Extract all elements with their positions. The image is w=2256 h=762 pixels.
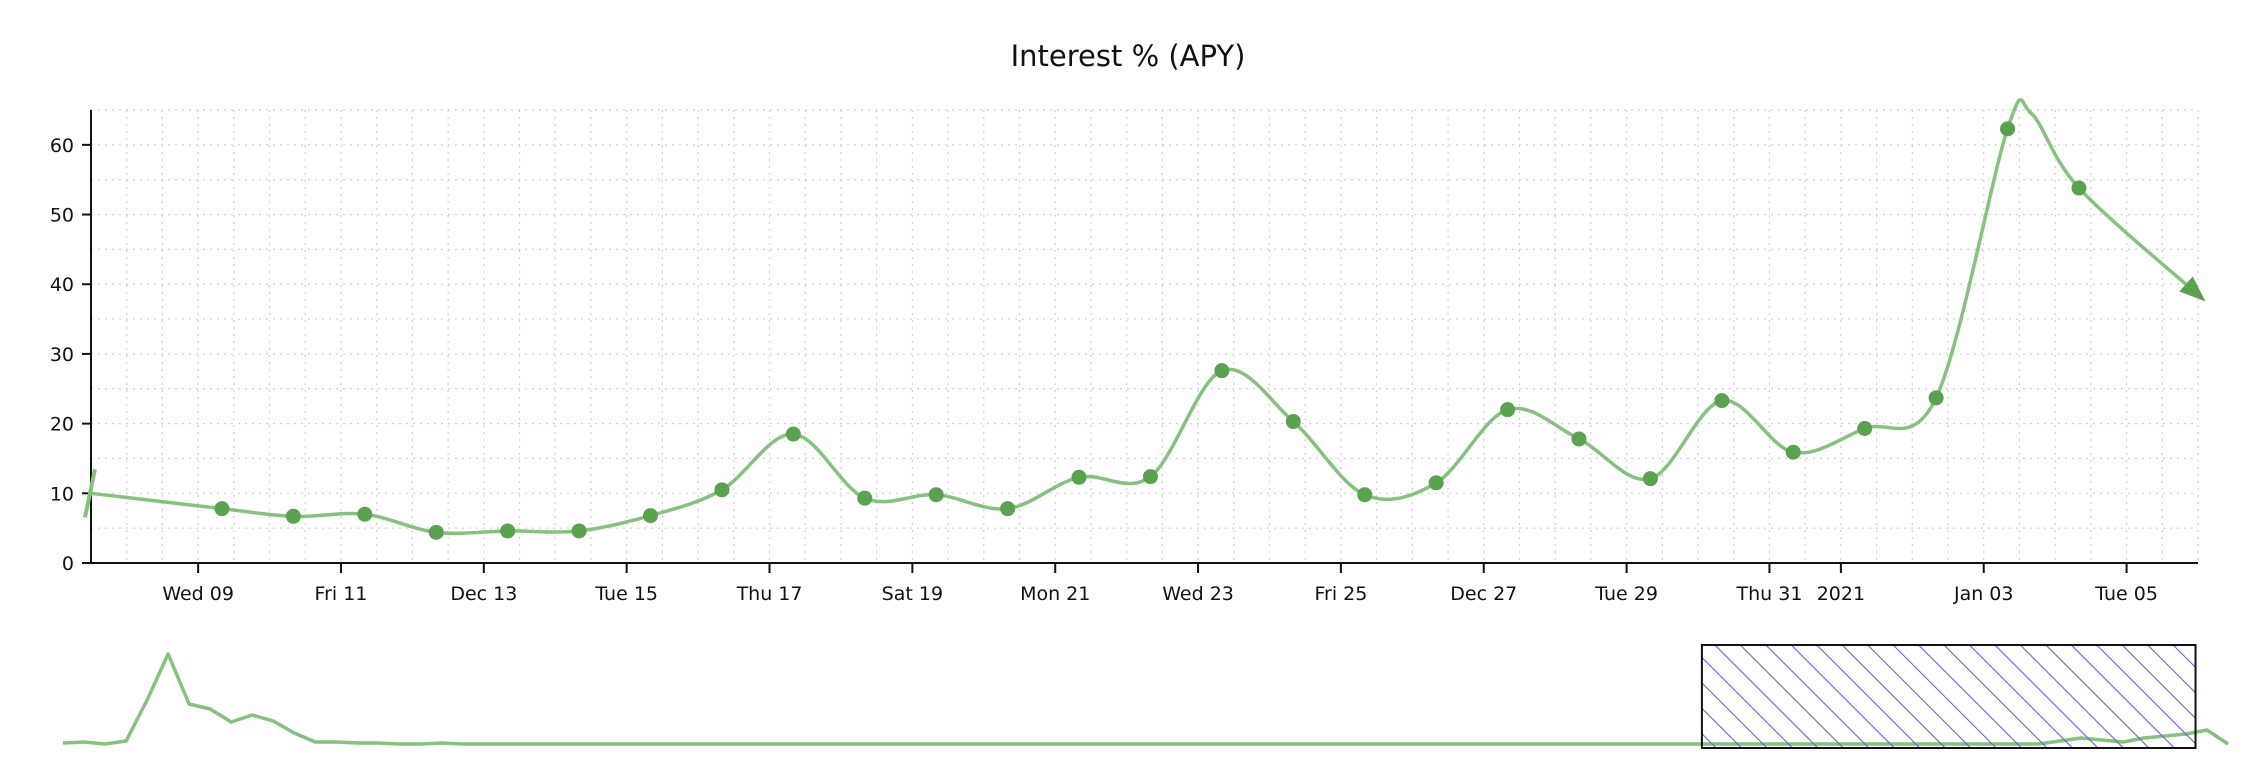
- chart-title: Interest % (APY): [1011, 39, 1246, 73]
- y-tick-label: 20: [50, 414, 74, 436]
- y-tick-label: 60: [50, 135, 74, 157]
- x-tick-label: Dec 27: [1450, 583, 1517, 605]
- x-tick-label: Wed 09: [162, 583, 234, 605]
- data-point: [1642, 471, 1658, 487]
- overview-brush[interactable]: [1700, 644, 2197, 749]
- series-points: [214, 121, 2087, 540]
- data-point: [1357, 487, 1373, 503]
- line-end-arrow: [2179, 276, 2206, 302]
- data-point: [1500, 402, 1516, 418]
- x-tick-label: Fri 25: [1314, 583, 1367, 605]
- x-tick-label: Mon 21: [1020, 583, 1090, 605]
- data-point: [1000, 501, 1016, 517]
- data-point: [1714, 393, 1730, 409]
- x-tick-label: 2021: [1817, 583, 1865, 605]
- overview-navigator[interactable]: [62, 644, 2229, 749]
- x-tick-label: Thu 17: [736, 583, 803, 605]
- data-point: [571, 523, 587, 539]
- data-point: [428, 524, 444, 540]
- x-tick-label: Dec 13: [450, 583, 517, 605]
- data-point: [2000, 121, 2016, 137]
- x-tick-label: Jan 03: [1953, 583, 2014, 605]
- data-point: [857, 490, 873, 506]
- axes: 0 10 20 30 40 50 60 Wed 09 Fri 11 Dec 13 Tue 15 Thu…: [50, 110, 2198, 605]
- data-point: [1785, 444, 1801, 460]
- x-tick-label: Tue 15: [594, 583, 658, 605]
- data-point: [714, 482, 730, 498]
- y-tick-label: 10: [50, 483, 74, 505]
- data-point: [1571, 431, 1587, 447]
- x-tick-label: Tue 29: [1594, 583, 1658, 605]
- y-tick-label: 50: [50, 205, 74, 227]
- data-point: [1928, 390, 1944, 406]
- y-tick-label: 0: [62, 553, 74, 575]
- line-start-marker: [83, 468, 97, 518]
- data-point: [1428, 475, 1444, 491]
- x-tick-label: Fri 11: [315, 583, 368, 605]
- series-line: [83, 97, 2206, 536]
- data-point: [928, 487, 944, 503]
- data-point: [2071, 180, 2087, 196]
- data-point: [785, 426, 801, 442]
- data-point: [1142, 469, 1158, 485]
- data-point: [357, 506, 373, 522]
- data-point: [214, 501, 230, 517]
- y-tick-label: 40: [50, 274, 74, 296]
- x-tick-label: Sat 19: [882, 583, 943, 605]
- x-tick-label: Thu 31: [1736, 583, 1803, 605]
- data-point: [1214, 363, 1230, 379]
- series-path: [90, 97, 2200, 536]
- data-point: [1071, 469, 1087, 485]
- data-point: [642, 508, 658, 524]
- x-tick-label: Wed 23: [1162, 583, 1234, 605]
- data-point: [285, 508, 301, 524]
- data-point: [500, 523, 516, 539]
- y-tick-label: 30: [50, 344, 74, 366]
- data-point: [1285, 414, 1301, 430]
- x-tick-label: Tue 05: [2094, 583, 2158, 605]
- data-point: [1857, 420, 1873, 436]
- grid: [91, 109, 2199, 563]
